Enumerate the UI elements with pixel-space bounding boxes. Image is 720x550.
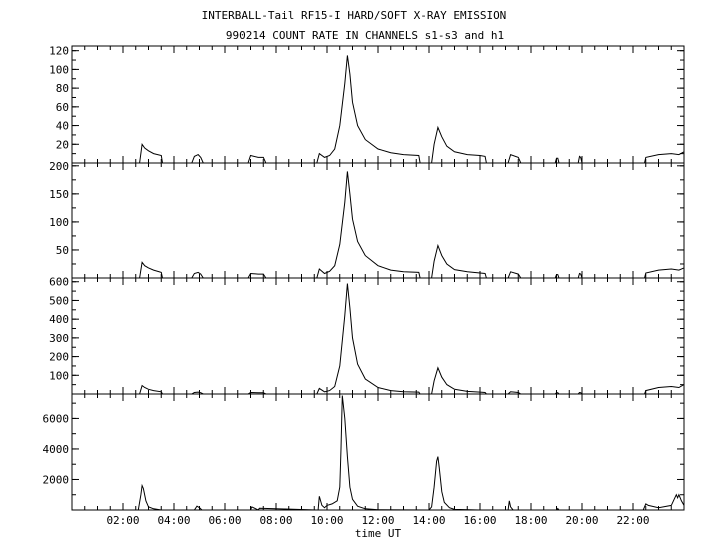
panel-3: 100 200 300 400 500 600 [49, 276, 685, 395]
x-tick-label: 12:00 [361, 514, 394, 527]
panel-frame [71, 277, 685, 395]
panel-4: 2000 4000 6000 [43, 393, 685, 511]
y-tick-label: 100 [49, 63, 69, 76]
y-tick-label: 100 [49, 369, 69, 382]
y-tick-label: 20 [56, 138, 69, 151]
y-tick-label: 40 [56, 120, 69, 133]
y-tick-label: 4000 [43, 443, 70, 456]
x-tick-label: 16:00 [463, 514, 496, 527]
panel-frame [71, 45, 685, 164]
chart-subtitle: 990214 COUNT RATE IN CHANNELS s1-s3 and … [226, 29, 504, 42]
x-tick-label: 04:00 [157, 514, 190, 527]
x-tick-label: 10:00 [310, 514, 343, 527]
series-line-panel-3 [72, 283, 685, 395]
y-tick-label: 200 [49, 351, 69, 364]
y-tick-label: 80 [56, 82, 69, 95]
panel-frame [71, 393, 685, 511]
series-line-panel-4 [72, 395, 685, 511]
x-tick-label: 02:00 [106, 514, 139, 527]
y-tick-label: 150 [49, 188, 69, 201]
panel-1: 20 40 60 80 100 120 [49, 45, 685, 164]
x-tick-label: 08:00 [259, 514, 292, 527]
x-tick-label: 18:00 [514, 514, 547, 527]
y-tick-label: 60 [56, 101, 69, 114]
panel-2: 50 100 150 200 [49, 160, 685, 279]
y-tick-label: 500 [49, 294, 69, 307]
chart-title: INTERBALL-Tail RF15-I HARD/SOFT X-RAY EM… [202, 9, 507, 22]
panel-frame [71, 162, 685, 279]
series-line-panel-1 [72, 55, 685, 164]
y-tick-label: 120 [49, 45, 69, 58]
x-tick-label: 20:00 [565, 514, 598, 527]
x-axis-label: time UT [355, 527, 402, 540]
y-tick-label: 200 [49, 160, 69, 173]
y-tick-label: 400 [49, 313, 69, 326]
x-tick-label: 06:00 [208, 514, 241, 527]
x-axis-ticks: 02:00 04:00 06:00 08:00 10:00 12:00 14:00 16:00… [106, 514, 649, 527]
chart-panels: 20 40 60 80 100 120 50 100 150 200 100 200 300 400 500… [43, 45, 685, 511]
y-tick-label: 6000 [43, 412, 70, 425]
y-tick-label: 50 [56, 244, 69, 257]
x-tick-label: 22:00 [616, 514, 649, 527]
x-tick-label: 14:00 [412, 514, 445, 527]
y-tick-label: 300 [49, 332, 69, 345]
series-line-panel-2 [72, 171, 685, 279]
y-tick-label: 100 [49, 216, 69, 229]
y-tick-label: 600 [49, 276, 69, 289]
y-tick-label: 2000 [43, 473, 70, 486]
